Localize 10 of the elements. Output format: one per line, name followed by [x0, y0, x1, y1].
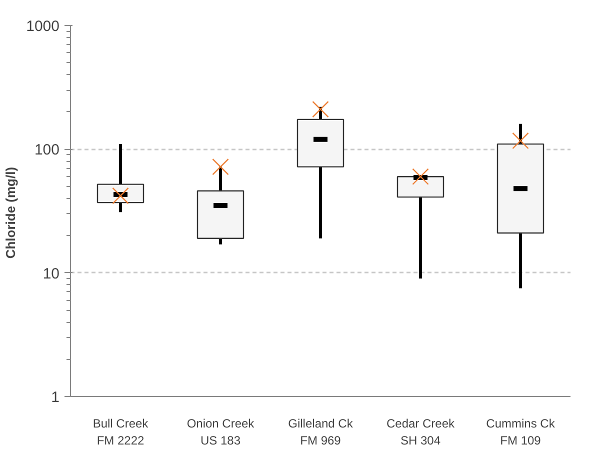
x-tick-label: Bull Creek FM 2222: [92, 416, 150, 448]
y-tick-label: 100: [34, 142, 60, 159]
x-tick-label: Onion Creek US 183: [186, 416, 256, 448]
y-tick-label: 10: [42, 265, 60, 282]
x-tick-label: Cedar Creek SH 304: [386, 416, 456, 448]
y-axis-title: Chloride (mg/l): [3, 166, 18, 259]
x-tick-label: Cummins Ck FM 109: [486, 416, 556, 448]
x-tick-label: Gilleland Ck FM 969: [288, 416, 354, 448]
y-tick-label: 1: [51, 389, 60, 406]
y-tick-label: 1000: [26, 18, 60, 35]
